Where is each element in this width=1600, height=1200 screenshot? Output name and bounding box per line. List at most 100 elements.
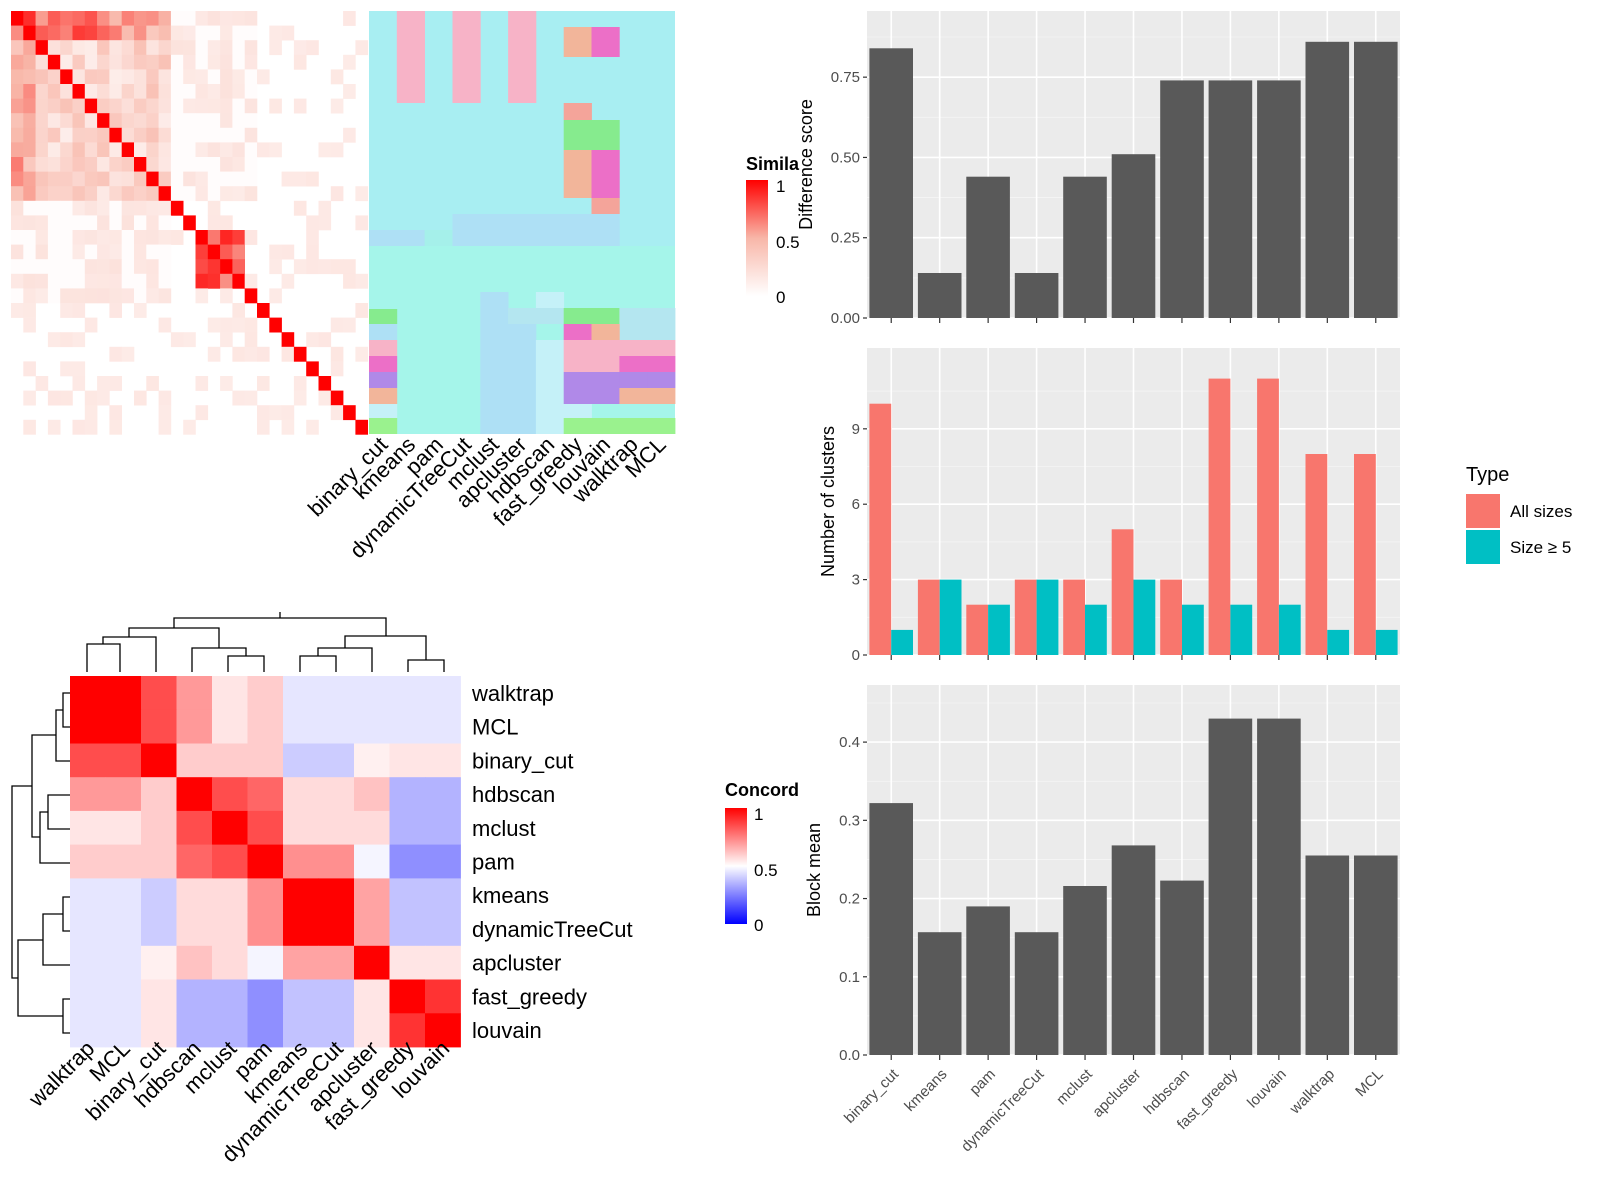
bar-size5 xyxy=(1327,629,1350,655)
bar xyxy=(1305,41,1350,319)
similarity-cell xyxy=(158,54,172,70)
similarity-cell xyxy=(343,273,356,289)
similarity-cell xyxy=(269,405,282,421)
concordance-cell xyxy=(283,810,319,845)
y-axis-title: Number of clusters xyxy=(818,426,838,577)
similarity-cell xyxy=(23,127,36,143)
similarity-cell xyxy=(170,11,184,26)
similarity-cell xyxy=(60,215,73,231)
similarity-heatmap xyxy=(11,11,368,435)
similarity-cell xyxy=(134,25,147,41)
concordance-cell xyxy=(105,912,142,947)
similarity-cell xyxy=(244,157,258,172)
similarity-cell xyxy=(293,40,307,56)
similarity-cell xyxy=(134,288,147,304)
similarity-cell xyxy=(47,98,61,114)
similarity-cell xyxy=(195,405,209,421)
membership-cell xyxy=(591,356,620,372)
similarity-cell xyxy=(232,84,245,99)
concordance-column-labels: walktrapMCLbinary_cuthdbscanmclustpamkme… xyxy=(23,1036,454,1167)
similarity-cell xyxy=(244,186,258,202)
similarity-cell xyxy=(158,25,172,41)
similarity-cell xyxy=(355,273,368,289)
similarity-cell xyxy=(318,390,332,406)
similarity-cell xyxy=(121,230,135,245)
similarity-cell xyxy=(207,200,221,216)
similarity-cell xyxy=(121,157,135,172)
similarity-cell xyxy=(84,84,98,99)
concordance-cell xyxy=(247,777,284,812)
similarity-cell xyxy=(47,332,61,348)
membership-cell xyxy=(535,214,565,246)
similarity-tick-0.5: 0.5 xyxy=(776,233,800,252)
similarity-cell xyxy=(23,244,36,260)
similarity-cell xyxy=(121,200,135,216)
similarity-cell xyxy=(158,69,172,85)
membership-cell xyxy=(591,418,620,434)
concordance-cell xyxy=(141,912,177,947)
similarity-cell xyxy=(35,11,49,26)
similarity-cell xyxy=(207,186,221,202)
concordance-cell xyxy=(318,979,355,1014)
similarity-cell xyxy=(109,346,122,362)
similarity-cell xyxy=(318,259,332,275)
bar xyxy=(869,803,913,1055)
bar-all-sizes xyxy=(966,604,989,655)
similarity-cell xyxy=(23,11,36,26)
bar xyxy=(1257,718,1301,1055)
bar-all-sizes xyxy=(1305,454,1328,655)
similarity-cell xyxy=(207,54,221,70)
concordance-cell xyxy=(70,709,106,744)
similarity-cell xyxy=(47,69,61,85)
similarity-cell xyxy=(207,215,221,231)
similarity-cell xyxy=(47,171,61,187)
bar xyxy=(1160,80,1204,319)
similarity-cell xyxy=(47,288,61,304)
similarity-cell xyxy=(121,127,135,143)
concordance-cell xyxy=(318,709,355,744)
similarity-cell xyxy=(60,390,73,406)
similarity-cell xyxy=(232,230,245,245)
similarity-cell xyxy=(47,25,61,41)
similarity-cell xyxy=(72,303,86,318)
x-tick-label: apcluster xyxy=(1089,1066,1144,1121)
concordance-cell xyxy=(283,878,319,913)
similarity-cell xyxy=(72,259,86,275)
similarity-cell xyxy=(121,346,135,362)
similarity-cell xyxy=(134,186,147,202)
similarity-cell xyxy=(23,25,36,41)
similarity-cell xyxy=(220,376,233,391)
similarity-cell xyxy=(134,113,147,129)
similarity-cell xyxy=(23,113,36,129)
similarity-cell xyxy=(257,405,270,421)
similarity-cell xyxy=(207,69,221,85)
similarity-cell xyxy=(109,215,122,231)
similarity-cell xyxy=(195,230,209,245)
similarity-cell xyxy=(35,186,49,202)
concordance-cell xyxy=(141,810,177,845)
similarity-cell xyxy=(207,11,221,26)
similarity-cell xyxy=(244,84,258,99)
similarity-cell xyxy=(170,157,184,172)
concordance-cell xyxy=(389,945,426,980)
similarity-cell xyxy=(232,317,245,333)
similarity-cell xyxy=(220,40,233,56)
membership-cell xyxy=(424,230,453,246)
bar-all-sizes xyxy=(1208,378,1231,655)
similarity-cell xyxy=(232,40,245,56)
similarity-cell xyxy=(158,273,172,289)
concordance-row-label: fast_greedy xyxy=(472,984,587,1009)
similarity-cell xyxy=(11,11,24,26)
concordance-cell xyxy=(105,1013,142,1048)
bar-all-sizes xyxy=(1063,579,1085,655)
concordance-cell xyxy=(425,979,461,1014)
similarity-cell xyxy=(183,186,196,202)
concordance-cell xyxy=(141,945,177,980)
type-legend-title: Type xyxy=(1466,464,1509,486)
concordance-cell xyxy=(176,878,213,913)
concordance-cell xyxy=(70,676,106,711)
concordance-cell xyxy=(318,912,355,947)
similarity-cell xyxy=(330,259,344,275)
similarity-cell xyxy=(60,25,73,41)
concordance-cell xyxy=(318,743,355,778)
